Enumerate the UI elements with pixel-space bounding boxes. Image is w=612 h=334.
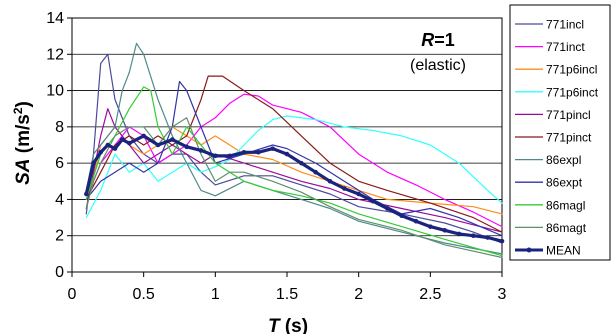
y-axis-unit-sup: 2: [11, 107, 25, 114]
mean-point: [84, 191, 89, 197]
mean-point: [456, 231, 462, 237]
legend-box: [509, 4, 611, 261]
mean-point: [499, 238, 505, 244]
series-line-771p6incl: [85, 126, 503, 215]
mean-point: [270, 146, 275, 151]
x-axis-symbol: T: [268, 316, 281, 334]
annotation: R=1 (elastic): [410, 30, 466, 74]
y-tick-label: 12: [46, 46, 64, 63]
x-tick-label: 1.5: [276, 286, 298, 303]
mean-point: [119, 137, 125, 142]
y-tick-label: 6: [55, 155, 64, 172]
legend-label-771p6incl: 771p6incl: [546, 63, 597, 77]
mean-point: [413, 218, 419, 224]
elastic-note: (elastic): [410, 57, 466, 74]
mean-point: [385, 206, 390, 211]
legend-label-771incl: 771incl: [546, 18, 584, 32]
r-symbol: R: [421, 30, 434, 50]
mean-point: [213, 153, 218, 159]
r-value: =1: [434, 30, 455, 50]
legend-label-86magt: 86magt: [546, 221, 587, 235]
y-tick-label: 2: [55, 228, 64, 245]
mean-point: [127, 140, 132, 146]
mean-point: [299, 160, 304, 166]
series-line-86magt: [85, 117, 503, 259]
y-axis-title: SA (m/s2): [11, 101, 34, 185]
mean-point: [485, 235, 490, 240]
mean-point: [170, 137, 175, 142]
series-line-771pinct: [85, 75, 503, 233]
mean-point: [370, 198, 376, 204]
x-tick-label: 2.5: [419, 286, 441, 303]
x-tick-label: 2: [354, 286, 363, 303]
legend-label-86magl: 86magl: [546, 198, 585, 212]
mean-point: [399, 213, 404, 219]
mean-point: [198, 148, 204, 153]
mean-point: [141, 133, 146, 139]
mean-point: [98, 149, 103, 155]
legend-label-771inct: 771inct: [546, 40, 585, 54]
legend-label-771pincl: 771pincl: [546, 108, 591, 122]
series-line-86magl: [85, 86, 503, 257]
mean-point: [284, 151, 290, 157]
series-line-771inct: [85, 93, 503, 228]
y-axis-unit: (m/s: [13, 114, 34, 158]
x-axis-title: T (s): [268, 316, 308, 334]
y-tick-label: 8: [55, 119, 64, 136]
legend-label-771p6inct: 771p6inct: [546, 85, 599, 99]
y-tick-label: 4: [55, 191, 64, 208]
mean-point: [313, 169, 318, 175]
mean-point: [227, 153, 232, 159]
legend: 771incl 771inct 771p6incl 771p6inct 771pincl…: [509, 4, 611, 261]
mean-point: [105, 142, 111, 148]
series-line-86expl: [85, 42, 503, 255]
y-tick-label: 14: [46, 10, 64, 27]
r-annotation: R=1: [421, 30, 455, 50]
mean-point: [256, 149, 261, 155]
x-tick-label: 0: [68, 286, 77, 303]
x-tick-label: 1: [211, 286, 220, 303]
y-tick-label: 0: [55, 264, 64, 281]
series-lines: [84, 42, 505, 259]
legend-label-mean: MEAN: [546, 244, 581, 258]
series-line-771p6inct: [85, 115, 503, 219]
mean-point: [356, 191, 361, 197]
y-axis-symbol: SA: [13, 158, 34, 184]
y-tick-label: 10: [46, 83, 64, 100]
legend-label-771pinct: 771pinct: [546, 131, 592, 145]
mean-point: [471, 233, 476, 239]
mean-point: [155, 142, 161, 148]
y-axis-unit-close: ): [13, 101, 34, 107]
mean-point: [428, 224, 433, 229]
mean-point: [241, 149, 247, 155]
x-tick-label: 3: [498, 286, 507, 303]
mean-point: [327, 178, 333, 184]
mean-point: [184, 144, 189, 150]
x-tick-label: 0.5: [133, 286, 155, 303]
legend-label-86expl: 86expl: [546, 153, 581, 167]
legend-marker-mean: [526, 247, 532, 253]
x-axis-unit: (s): [280, 316, 309, 334]
mean-point: [342, 186, 347, 191]
mean-point: [442, 227, 447, 233]
legend-label-86expt: 86expt: [546, 176, 583, 190]
mean-point: [91, 160, 96, 166]
axis-ticks: 0 2 4 6 8 10 12 14 0 0.5 1 1.5 2 2.5 3: [46, 10, 506, 303]
mean-point: [112, 146, 118, 151]
